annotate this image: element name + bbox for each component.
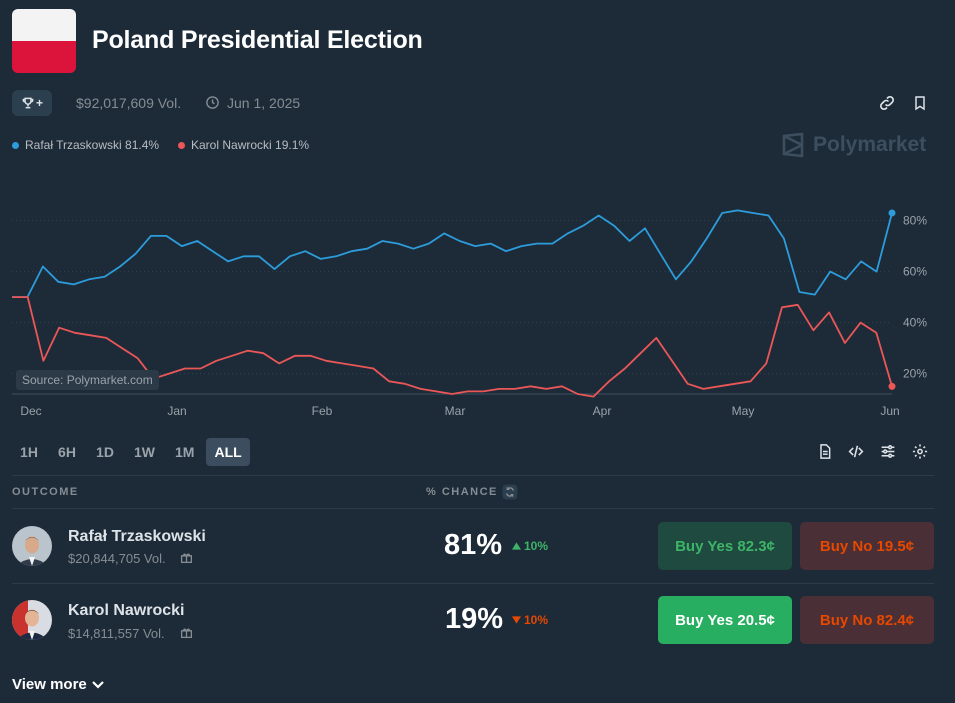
chance-change: 10% — [512, 613, 548, 627]
clock-icon — [206, 96, 219, 109]
chevron-down-icon — [91, 680, 104, 689]
embed-code-icon[interactable] — [847, 443, 865, 460]
x-tick-label: Jan — [167, 404, 186, 418]
y-tick-label: 20% — [903, 367, 927, 381]
legend-dot — [12, 141, 19, 149]
view-more-label: View more — [12, 676, 87, 693]
link-icon[interactable] — [878, 94, 896, 112]
market-volume: $92,017,609 Vol. — [76, 95, 182, 111]
divider — [12, 583, 934, 584]
outcome-name[interactable]: Rafał Trzaskowski — [68, 528, 206, 545]
outcome-volume: $20,844,705 Vol. — [68, 551, 166, 566]
settings-gear-icon[interactable] — [911, 443, 929, 460]
legend-dot — [178, 141, 185, 149]
chance-change: 10% — [512, 539, 548, 553]
chance-percent: 19% — [445, 603, 504, 635]
market-end-date: Jun 1, 2025 — [227, 95, 301, 111]
chance-change-value: 10% — [524, 539, 549, 553]
chance-percent: 81% — [444, 529, 503, 561]
document-icon[interactable] — [817, 443, 833, 460]
brand-name: Polymarket — [813, 133, 927, 156]
buy-no-button[interactable]: Buy No 19.5¢ — [800, 522, 934, 570]
series-line-0 — [12, 209, 893, 298]
market-title: Poland Presidential Election — [92, 26, 423, 54]
buy-yes-button[interactable]: Buy Yes 20.5¢ — [658, 596, 792, 644]
trophy-icon — [22, 97, 34, 109]
legend-label: Karol Nawrocki 19.1% — [191, 138, 310, 152]
chance-change-value: 10% — [524, 613, 549, 627]
avatar-trzaskowski — [12, 526, 52, 566]
y-tick-label: 80% — [903, 214, 927, 228]
outcome-column-header: OUTCOME — [12, 486, 79, 498]
time-button-1d[interactable]: 1D — [96, 444, 114, 460]
polymarket-watermark: Polymarket — [781, 132, 926, 158]
divider — [12, 508, 934, 509]
outcome-volume: $14,811,557 Vol. — [68, 626, 165, 641]
legend-label: Rafał Trzaskowski 81.4% — [25, 138, 160, 152]
x-tick-label: Jun — [880, 404, 899, 418]
add-to-trophy-button[interactable]: + — [12, 90, 52, 116]
chance-column-header: % CHANCE — [426, 486, 498, 498]
time-button-1m[interactable]: 1M — [175, 444, 195, 460]
bookmark-icon[interactable] — [912, 94, 928, 112]
buy-no-button[interactable]: Buy No 82.4¢ — [800, 596, 934, 644]
refresh-icon[interactable] — [502, 484, 518, 500]
series-endpoint-0 — [888, 209, 896, 217]
time-range-selector: 1H 6H 1D 1W 1M ALL — [12, 438, 250, 466]
buy-yes-button[interactable]: Buy Yes 82.3¢ — [658, 522, 792, 570]
time-button-1w[interactable]: 1W — [134, 444, 155, 460]
time-button-1h[interactable]: 1H — [20, 444, 38, 460]
avatar-nawrocki — [12, 600, 52, 640]
price-chart[interactable]: 80% 60% 40% 20% Dec Jan Feb Mar Apr May Jun — [0, 180, 955, 430]
source-label: Source: Polymarket.com — [16, 370, 159, 390]
y-tick-label: 60% — [903, 265, 927, 279]
legend-item-trzaskowski: Rafał Trzaskowski 81.4% — [12, 138, 159, 152]
polymarket-logo-icon — [782, 132, 804, 158]
x-tick-label: Apr — [593, 404, 612, 418]
divider — [12, 475, 934, 476]
triangle-up-icon — [512, 542, 521, 550]
sliders-icon[interactable] — [879, 443, 897, 460]
x-tick-label: Dec — [20, 404, 41, 418]
view-more-button[interactable]: View more — [12, 676, 104, 693]
time-button-6h[interactable]: 6H — [58, 444, 76, 460]
x-tick-label: Mar — [445, 404, 466, 418]
x-tick-label: Feb — [312, 404, 333, 418]
outcome-name[interactable]: Karol Nawrocki — [68, 602, 185, 619]
heart-down-icon — [512, 616, 521, 624]
time-button-all[interactable]: ALL — [206, 438, 250, 466]
legend-item-nawrocki: Karol Nawrocki 19.1% — [178, 138, 309, 152]
y-tick-label: 40% — [903, 316, 927, 330]
series-endpoint-1 — [888, 382, 896, 390]
plus-icon: + — [35, 96, 43, 110]
poland-flag-image — [12, 9, 76, 73]
gift-icon[interactable] — [180, 551, 193, 564]
x-tick-label: May — [732, 404, 755, 418]
gift-icon[interactable] — [180, 626, 193, 639]
